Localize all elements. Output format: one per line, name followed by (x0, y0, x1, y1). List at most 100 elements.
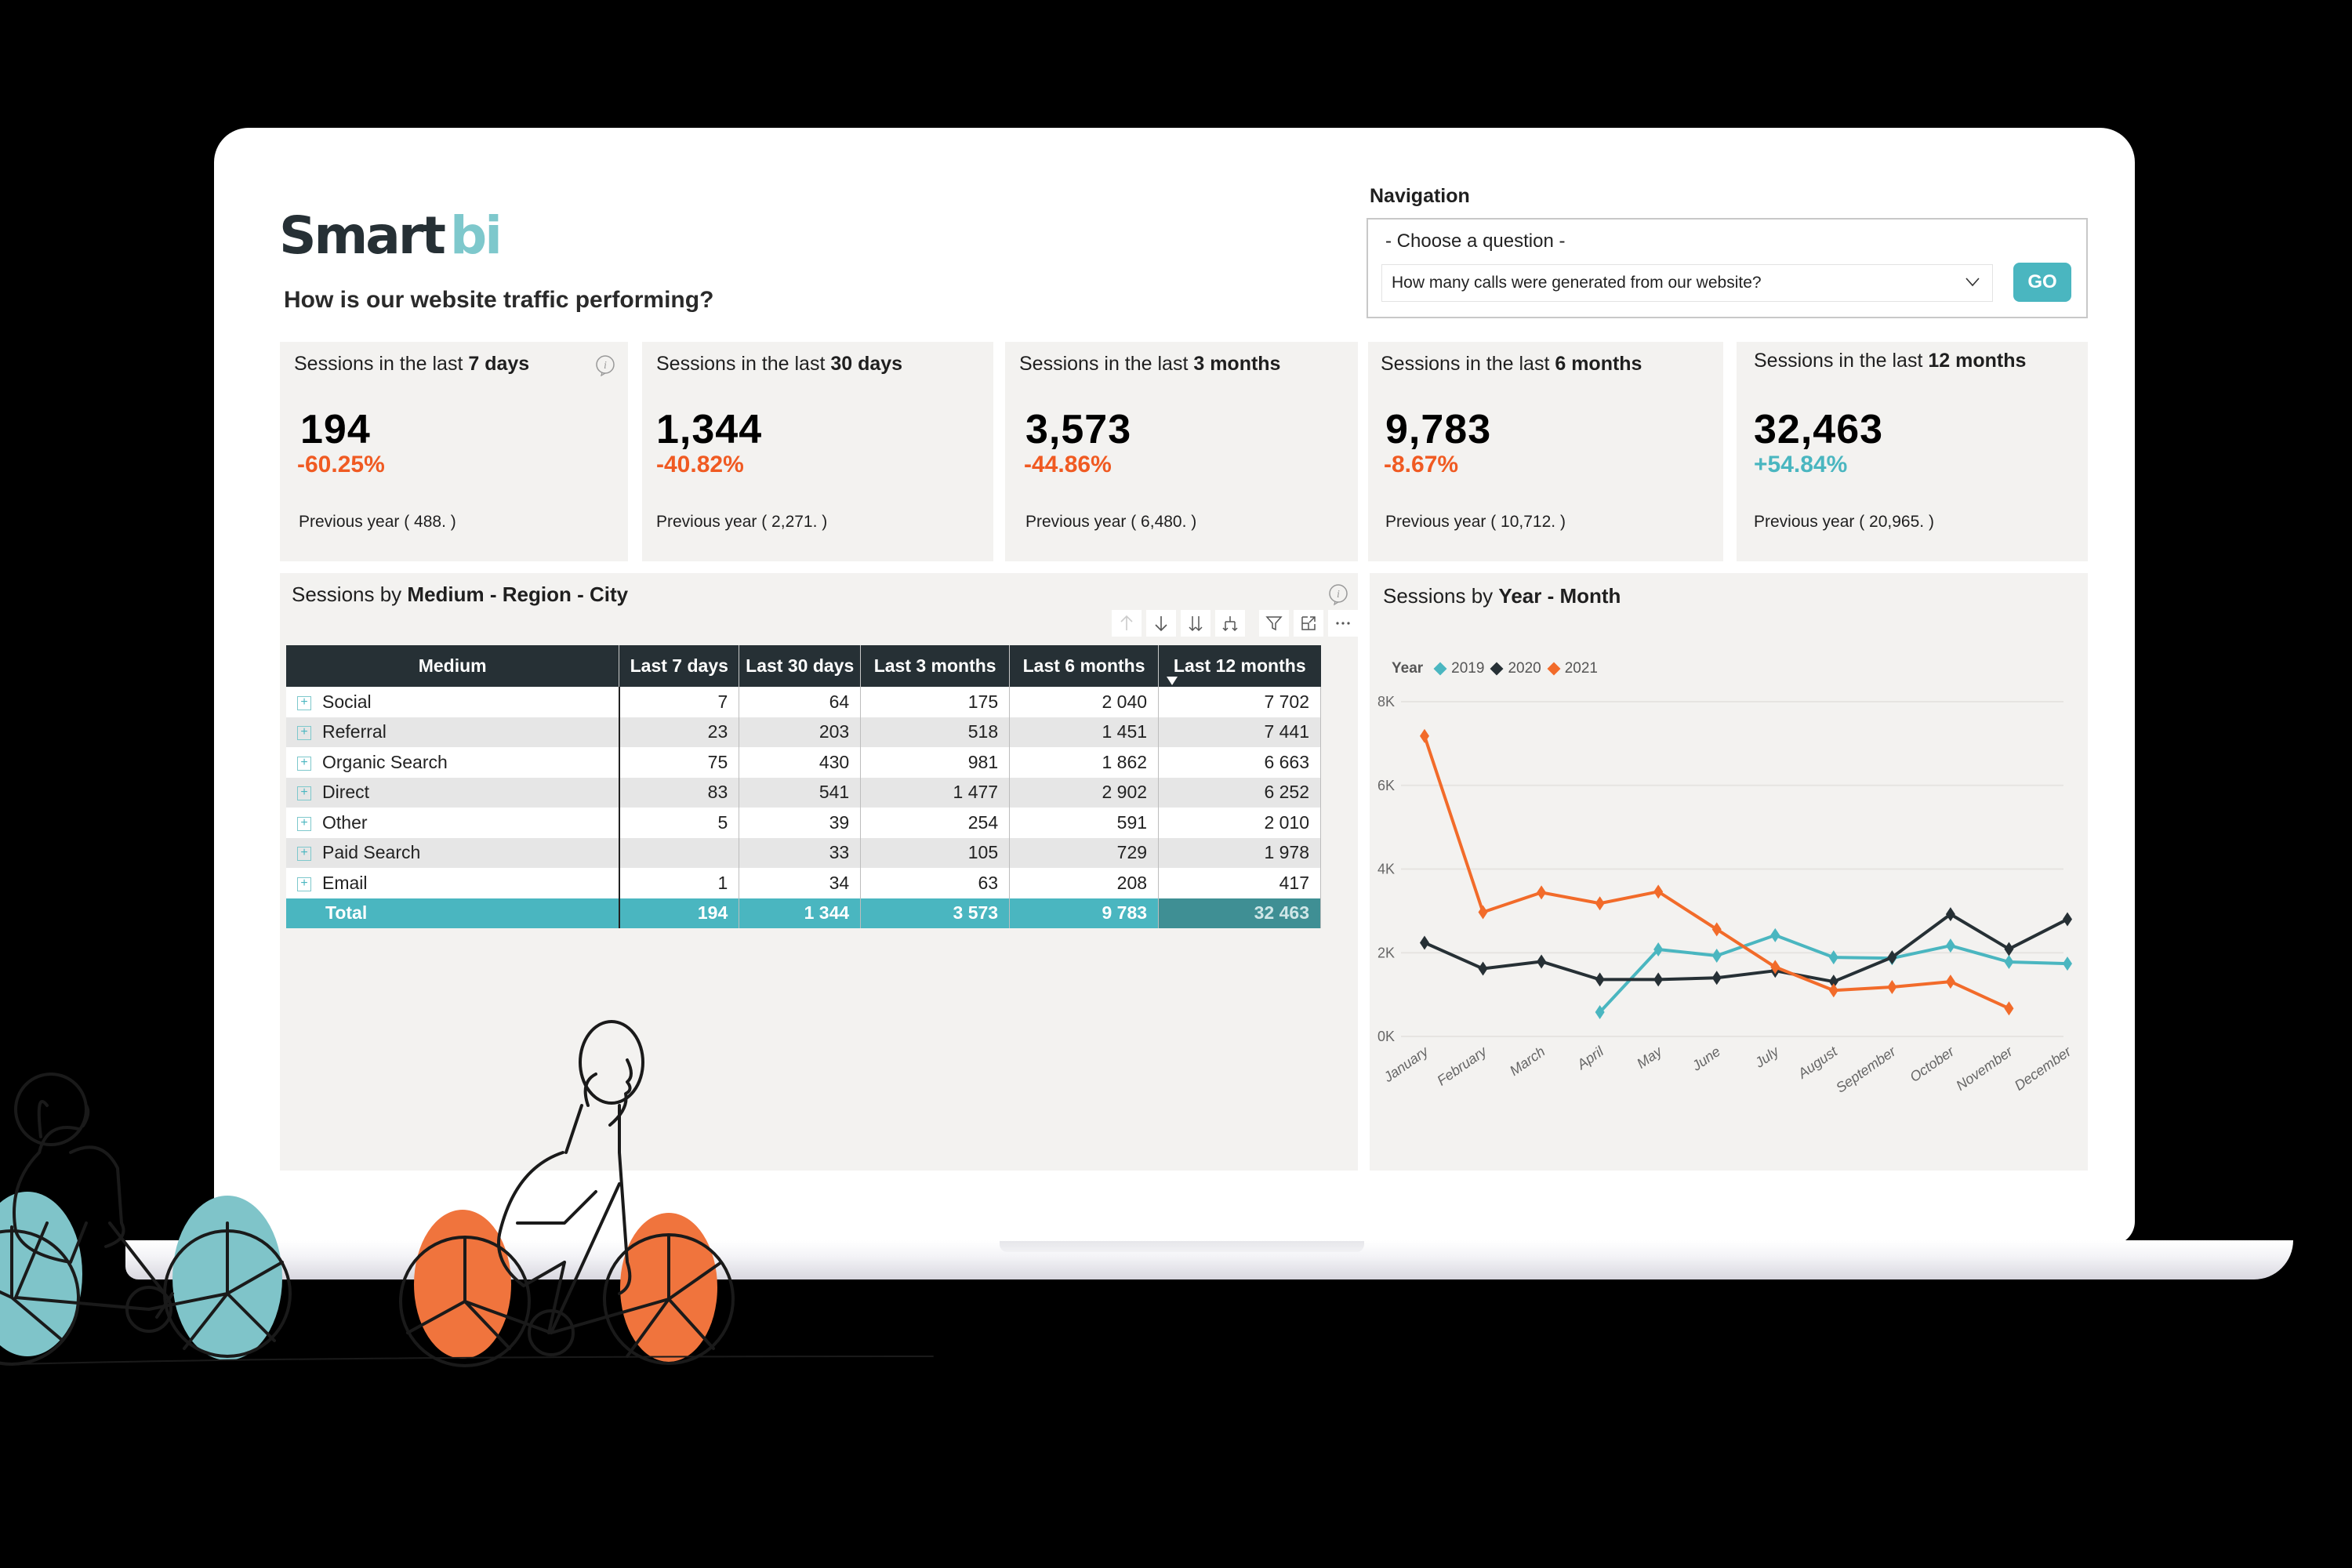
drill-up-button[interactable] (1112, 610, 1142, 637)
go-button[interactable]: GO (2013, 263, 2071, 302)
filter-button[interactable] (1259, 610, 1289, 637)
kpi-previous-year: Previous year ( 488. ) (299, 513, 456, 531)
x-axis-tick: October (1907, 1043, 1958, 1085)
legend-item-2019[interactable]: 2019 (1451, 660, 1485, 677)
chart-panel: Sessions by Year - Month (1370, 573, 2088, 1171)
data-point-marker[interactable] (1478, 905, 1488, 920)
choose-question-label: - Choose a question - (1385, 230, 1566, 252)
data-point-marker[interactable] (1828, 975, 1838, 989)
data-point-marker[interactable] (2004, 954, 2014, 969)
column-header-last-12-months[interactable]: Last 12 months (1158, 645, 1321, 687)
table-total-row: Total 194 1 344 3 573 9 783 32 463 (286, 898, 1321, 928)
data-point-marker[interactable] (1537, 885, 1547, 900)
series-2020[interactable] (1420, 907, 2072, 989)
x-axis-tick: September (1833, 1043, 1899, 1095)
cyclists-illustration (0, 1020, 934, 1367)
y-axis-tick: 6K (1377, 778, 1395, 793)
svg-text:i: i (604, 360, 607, 372)
data-point-marker[interactable] (1945, 907, 1955, 922)
sessions-line-chart[interactable]: 0K 2K 4K 6K 8K January February March April May Ju… (1370, 682, 2088, 1121)
series-2021[interactable] (1420, 728, 2014, 1016)
sessions-by-medium-table: Medium Last 7 days Last 30 days Last 3 m… (286, 645, 1321, 928)
data-point-marker[interactable] (1711, 948, 1722, 963)
data-point-marker[interactable] (2063, 956, 2072, 971)
kpi-title: Sessions in the last 7 days (294, 353, 530, 375)
data-point-marker[interactable] (1887, 980, 1897, 995)
data-point-marker[interactable] (1653, 884, 1664, 899)
data-point-marker[interactable] (1595, 972, 1605, 987)
data-point-marker[interactable] (1711, 971, 1722, 985)
kpi-value: 32,463 (1754, 407, 1884, 452)
data-point-marker[interactable] (2004, 942, 2014, 956)
data-point-marker[interactable] (1828, 983, 1838, 998)
legend-item-2020[interactable]: 2020 (1508, 660, 1541, 677)
data-point-marker[interactable] (2004, 1001, 2014, 1016)
data-point-marker[interactable] (1887, 950, 1897, 965)
column-header-last-30-days[interactable]: Last 30 days (739, 645, 862, 687)
data-point-marker[interactable] (1420, 935, 1429, 950)
data-point-marker[interactable] (1945, 975, 1955, 989)
expand-icon[interactable]: + (297, 847, 311, 862)
y-axis-tick: 4K (1377, 862, 1395, 877)
y-axis-tick: 2K (1377, 945, 1395, 960)
x-axis-tick: November (1953, 1043, 2016, 1094)
data-point-marker[interactable] (2063, 912, 2072, 927)
legend-marker-2020-icon (1490, 662, 1504, 676)
expand-hierarchy-button[interactable] (1215, 610, 1245, 637)
expand-icon[interactable]: + (297, 816, 311, 831)
kpi-change: -40.82% (656, 452, 744, 477)
legend-marker-2021-icon (1547, 662, 1561, 676)
data-point-marker[interactable] (1945, 938, 1955, 953)
data-point-marker[interactable] (1478, 961, 1488, 976)
expand-icon[interactable]: + (297, 695, 311, 710)
data-point-marker[interactable] (1828, 950, 1838, 965)
data-point-marker[interactable] (1420, 728, 1429, 743)
legend-title: Year (1392, 660, 1424, 677)
expand-icon[interactable]: + (297, 877, 311, 891)
next-level-button[interactable] (1181, 610, 1210, 637)
smartbi-logo: Smart bi (279, 205, 503, 266)
data-point-marker[interactable] (1770, 960, 1780, 975)
kpi-value: 1,344 (656, 407, 763, 452)
more-options-icon (1336, 622, 1350, 625)
x-axis-tick: June (1689, 1044, 1723, 1074)
drill-down-button[interactable] (1146, 610, 1176, 637)
data-point-marker[interactable] (1711, 922, 1722, 937)
table-row: + Social 7 64 175 2 040 7 702 (286, 687, 1321, 717)
data-point-marker[interactable] (1653, 972, 1664, 987)
series-2019[interactable] (1595, 927, 2072, 1020)
x-axis-tick: January (1381, 1043, 1432, 1085)
kpi-value: 3,573 (1025, 407, 1132, 452)
column-header-last-3-months[interactable]: Last 3 months (860, 645, 1011, 687)
arrow-down-icon (1155, 616, 1167, 632)
info-icon[interactable]: i (1328, 583, 1348, 606)
column-header-last-7-days[interactable]: Last 7 days (619, 645, 740, 687)
focus-mode-button[interactable] (1294, 610, 1323, 637)
kpi-previous-year: Previous year ( 6,480. ) (1025, 513, 1197, 531)
data-point-marker[interactable] (1595, 1005, 1605, 1020)
kpi-title: Sessions in the last 12 months (1754, 350, 2027, 372)
kpi-card-6-months: Sessions in the last 6 months 9,783 -8.6… (1368, 342, 1723, 561)
kpi-previous-year: Previous year ( 10,712. ) (1385, 513, 1566, 531)
column-header-medium[interactable]: Medium (286, 645, 620, 687)
chart-panel-title: Sessions by Year - Month (1383, 584, 1621, 608)
data-point-marker[interactable] (1770, 927, 1780, 942)
logo-accent: bi (449, 205, 503, 266)
column-header-last-6-months[interactable]: Last 6 months (1009, 645, 1160, 687)
expand-icon[interactable]: + (297, 786, 311, 801)
x-axis-tick: August (1795, 1043, 1841, 1082)
more-options-button[interactable] (1328, 610, 1358, 637)
kpi-change: -44.86% (1024, 452, 1112, 477)
expand-icon[interactable]: + (297, 726, 311, 741)
visual-toolbar (1112, 610, 1358, 637)
info-icon[interactable]: i (595, 354, 615, 376)
data-point-marker[interactable] (1537, 954, 1547, 969)
legend-item-2021[interactable]: 2021 (1564, 660, 1598, 677)
data-point-marker[interactable] (1653, 942, 1664, 956)
table-row: + Direct 83 541 1 477 2 902 6 252 (286, 777, 1321, 808)
question-dropdown[interactable]: How many calls were generated from our w… (1381, 264, 1993, 302)
data-point-marker[interactable] (1595, 896, 1605, 911)
page-title: How is our website traffic performing? (284, 287, 714, 313)
expand-icon[interactable]: + (297, 756, 311, 771)
kpi-card-7-days: Sessions in the last 7 days i 194 -60.25… (280, 342, 628, 561)
